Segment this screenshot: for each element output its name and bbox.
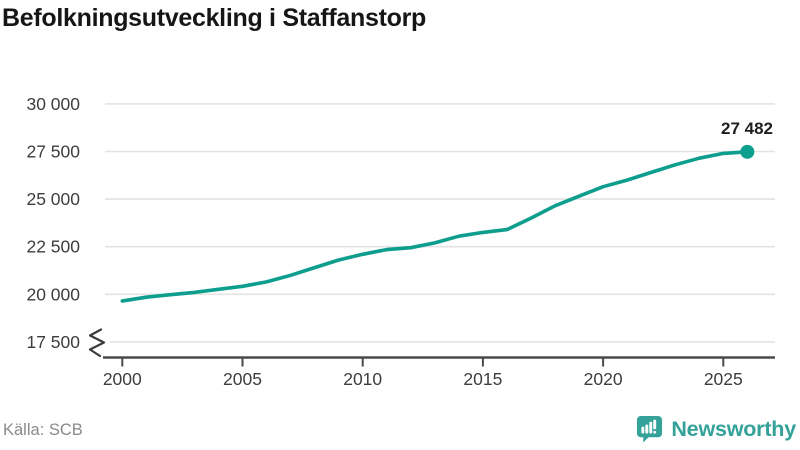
source-label: Källa: SCB <box>3 421 83 439</box>
end-point-marker <box>740 144 755 159</box>
newsworthy-logo-text: Newsworthy <box>671 416 796 441</box>
y-axis-tick-label: 17 500 <box>26 332 80 352</box>
y-axis-tick-label: 27 500 <box>26 142 80 162</box>
end-value-label: 27 482 <box>721 119 773 138</box>
y-axis-tick-label: 20 000 <box>26 284 80 304</box>
x-axis-tick-label: 2000 <box>103 369 142 389</box>
x-axis-tick-label: 2010 <box>343 369 382 389</box>
newsworthy-logo: Newsworthy <box>636 415 796 443</box>
y-axis-tick-label: 22 500 <box>26 237 80 257</box>
page-title: Befolkningsutveckling i Staffanstorp <box>2 4 426 32</box>
x-axis-tick-label: 2020 <box>584 369 623 389</box>
logo-bar-chart-icon <box>641 419 657 434</box>
x-axis-tick-label: 2015 <box>463 369 502 389</box>
population-line <box>120 150 750 303</box>
y-axis-tick-label: 25 000 <box>26 189 80 209</box>
x-axis-tick-label: 2025 <box>704 369 743 389</box>
y-axis-break-icon <box>88 328 106 358</box>
newsworthy-logo-icon <box>637 415 663 443</box>
x-axis-tick-label: 2005 <box>223 369 262 389</box>
y-axis-tick-label: 30 000 <box>26 94 80 114</box>
